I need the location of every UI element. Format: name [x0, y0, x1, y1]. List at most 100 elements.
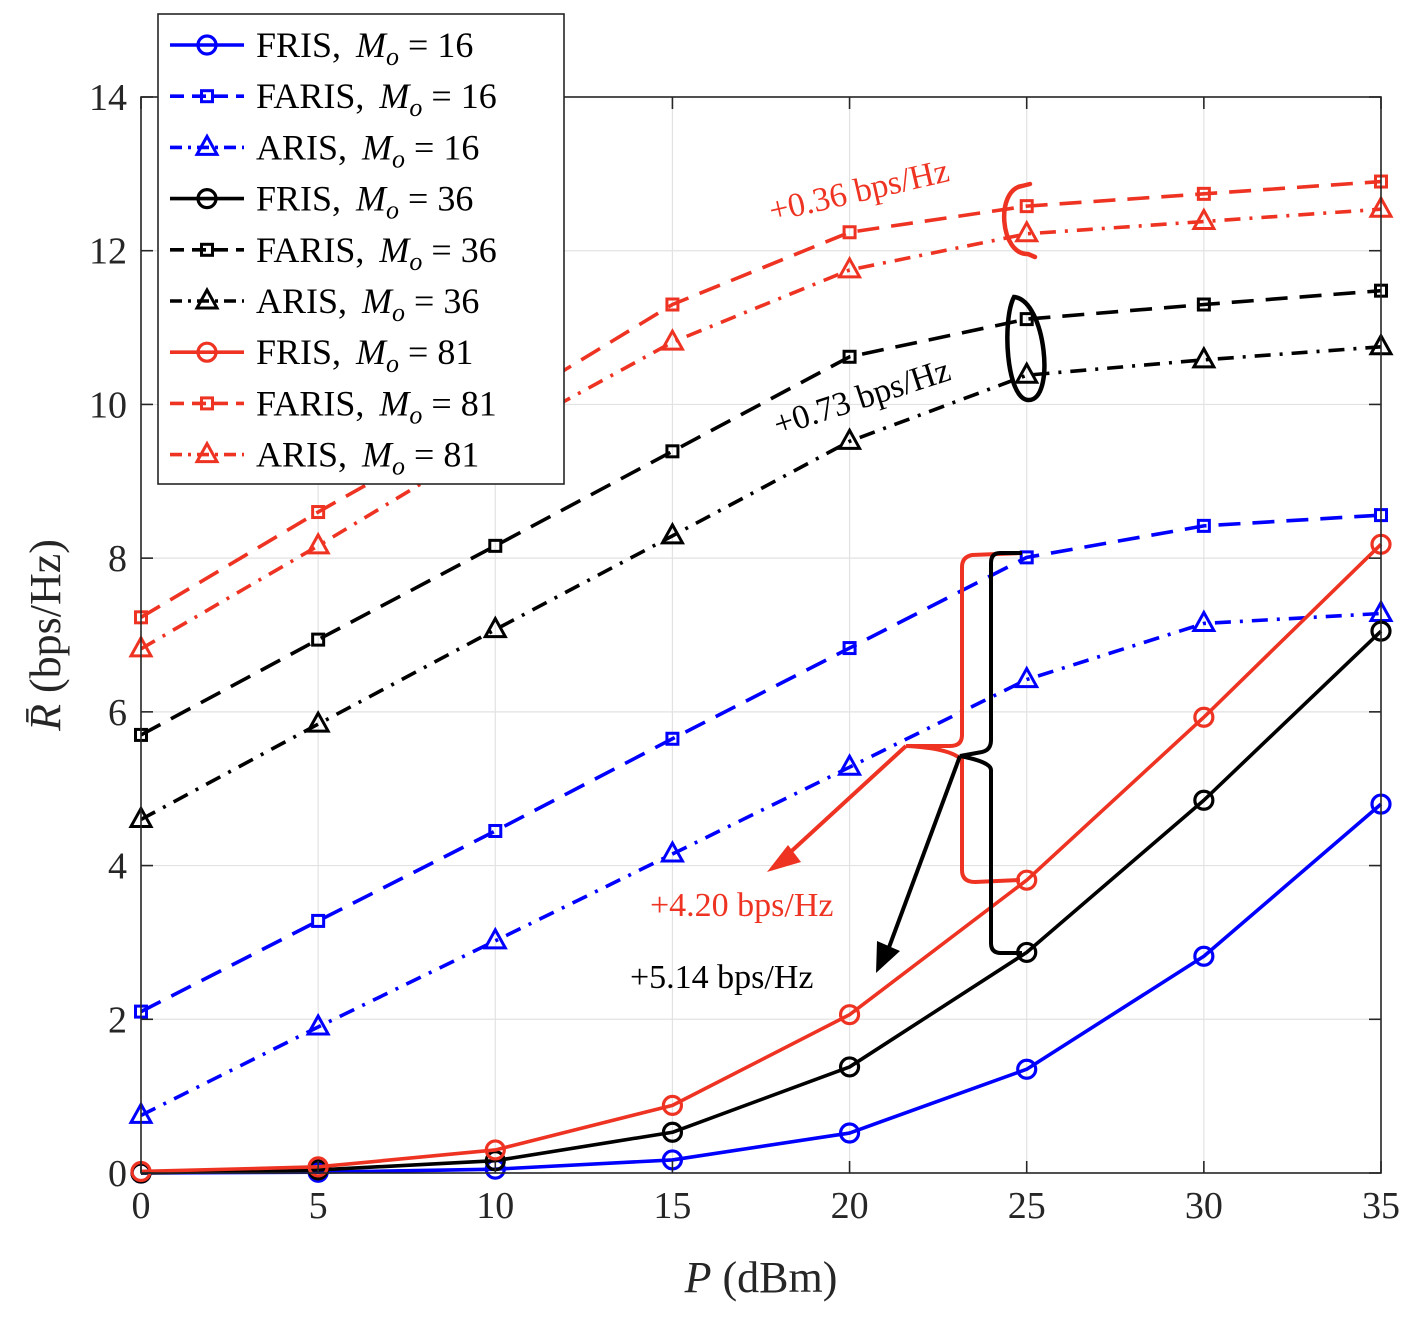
- legend-label-name: FRIS,: [256, 25, 350, 65]
- legend-item-aris16: ARIS, Mo = 16: [170, 127, 479, 173]
- legend-label-symbol: M: [361, 127, 394, 167]
- legend-label-subscript: o: [392, 452, 405, 481]
- legend-label-equals: =: [399, 179, 437, 219]
- data-point-fris16: [1016, 1058, 1038, 1080]
- legend-label-fris36: FRIS, Mo = 36: [256, 179, 473, 225]
- legend-marker-fris81: [196, 341, 218, 363]
- y-tick-label: 6: [108, 692, 127, 734]
- legend-marker-aris16: [194, 133, 220, 156]
- data-point-aris81: [305, 531, 331, 555]
- legend-label-subscript: o: [392, 298, 405, 327]
- legend-label-subscript: o: [386, 42, 399, 71]
- data-point-faris16: [311, 913, 326, 928]
- legend-label-aris16: ARIS, Mo = 16: [256, 127, 479, 173]
- legend-label-value: 36: [443, 281, 479, 321]
- data-point-aris81: [1191, 207, 1217, 231]
- x-tick-label: 10: [476, 1185, 514, 1227]
- legend-label-value: 36: [461, 230, 497, 270]
- annotation-arrow-black: [886, 755, 962, 951]
- series-line-aris36: [140, 344, 1382, 822]
- legend-marker-fris16: [196, 34, 218, 56]
- legend-label-symbol: M: [355, 332, 388, 372]
- legend-label-name: FARIS,: [256, 76, 373, 116]
- data-point-aris16: [659, 839, 685, 863]
- legend-marker-aris36: [194, 286, 220, 310]
- legend-label-value: 36: [437, 179, 473, 219]
- legend-label-symbol: M: [355, 25, 388, 65]
- legend-label-faris16: FARIS, Mo = 16: [256, 76, 497, 122]
- data-point-faris36: [665, 444, 680, 459]
- legend-label-equals: =: [422, 76, 460, 116]
- legend-label-fris81: FRIS, Mo = 81: [256, 332, 473, 378]
- data-point-aris36: [1014, 361, 1040, 384]
- legend-label-equals: =: [405, 281, 443, 321]
- data-point-faris81: [1019, 199, 1034, 214]
- data-point-faris16: [1196, 518, 1211, 533]
- legend-marker-faris81: [200, 396, 214, 411]
- legend-label-equals: =: [405, 435, 443, 475]
- data-point-faris81: [842, 225, 857, 240]
- data-point-aris16: [1014, 665, 1040, 689]
- y-tick-label: 0: [108, 1153, 127, 1195]
- x-tick-label: 15: [653, 1185, 691, 1227]
- legend-label-equals: =: [422, 230, 460, 270]
- data-point-faris16: [842, 641, 857, 656]
- data-point-fris36: [1193, 789, 1215, 811]
- legend-label-symbol: M: [378, 230, 411, 270]
- legend-label-name: FARIS,: [256, 383, 373, 423]
- legend-item-fris81: FRIS, Mo = 81: [170, 332, 473, 378]
- x-tick-label: 0: [132, 1185, 151, 1227]
- data-point-fris81: [484, 1139, 506, 1161]
- legend-item-aris36: ARIS, Mo = 36: [170, 281, 479, 327]
- x-axis-label: P (dBm): [684, 1253, 838, 1302]
- legend-label-subscript: o: [409, 93, 422, 122]
- axes: 0 5 10 15 20 25 30 35 0 2 4 6 8 10 12 14 P (dBm) R̄ (bps/…: [21, 77, 1400, 1302]
- legend-label-equals: =: [399, 25, 437, 65]
- series-line-aris16: [140, 611, 1382, 1117]
- legend-marker-faris16: [200, 89, 214, 104]
- data-point-aris16: [1191, 609, 1217, 632]
- data-point-aris81: [837, 255, 863, 279]
- data-point-fris81: [661, 1094, 684, 1116]
- data-point-aris36: [482, 615, 508, 639]
- data-point-faris36: [311, 632, 326, 647]
- series-aris36: [128, 332, 1394, 828]
- data-point-fris36: [838, 1056, 861, 1078]
- legend-marker-aris81: [194, 440, 220, 464]
- data-point-faris81: [665, 297, 680, 312]
- data-point-aris81: [659, 328, 685, 351]
- legend-label-symbol: M: [378, 76, 411, 116]
- data-point-aris81: [1014, 219, 1040, 243]
- x-tick-label: 20: [831, 1185, 869, 1227]
- legend-label-equals: =: [422, 383, 460, 423]
- data-point-aris16: [482, 926, 508, 950]
- legend: FRIS, Mo = 16 FARIS, Mo = 16 ARIS, Mo = 16…: [157, 13, 565, 485]
- data-point-fris16: [1193, 945, 1215, 967]
- legend-marker-fris36: [196, 188, 218, 210]
- y-tick-label: 14: [89, 77, 127, 119]
- axes-box: [140, 96, 1382, 1174]
- legend-label-symbol: M: [378, 383, 411, 423]
- y-tick-label: 12: [89, 231, 127, 273]
- data-point-fris81: [1193, 706, 1215, 728]
- y-tick-label: 8: [108, 538, 127, 580]
- x-tick-label: 30: [1185, 1185, 1223, 1227]
- data-point-fris16: [838, 1122, 861, 1144]
- legend-label-fris16: FRIS, Mo = 16: [256, 25, 473, 71]
- data-point-faris81: [1196, 186, 1211, 201]
- series-line-fris81: [140, 543, 1383, 1174]
- data-point-aris36: [305, 710, 331, 733]
- data-point-aris36: [659, 521, 685, 545]
- series-line-aris81: [140, 207, 1382, 651]
- legend-marker-faris36: [200, 242, 214, 257]
- legend-label-symbol: M: [361, 435, 394, 475]
- x-axis-label-symbol: P: [684, 1253, 712, 1302]
- data-point-aris16: [305, 1012, 331, 1036]
- legend-label-name: FRIS,: [256, 332, 350, 372]
- legend-label-name: ARIS,: [256, 127, 356, 167]
- data-point-faris36: [488, 538, 503, 553]
- data-point-aris36: [1191, 345, 1217, 369]
- legend-label-aris36: ARIS, Mo = 36: [256, 281, 479, 327]
- legend-label-faris81: FARIS, Mo = 81: [256, 383, 497, 429]
